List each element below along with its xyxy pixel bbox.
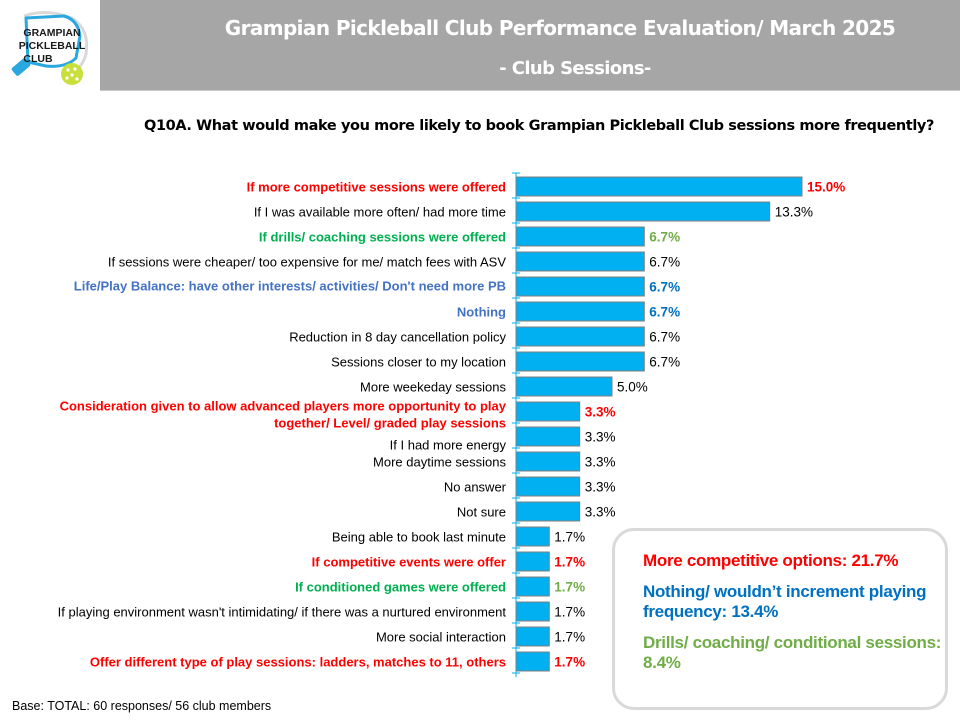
value-label: 15.0% [807, 180, 845, 195]
category-label: Life/Play Balance: have other interests/… [74, 279, 506, 294]
bar [516, 176, 803, 197]
category-label: If more competitive sessions were offere… [247, 180, 506, 195]
value-label: 3.3% [585, 480, 616, 495]
category-label: If playing environment wasn't intimidati… [58, 605, 507, 620]
category-label: If I had more energy [390, 438, 507, 453]
category-label: Sessions closer to my location [331, 355, 506, 370]
category-label: More weekeday sessions [360, 380, 506, 395]
summary-drills: Drills/ coaching/ conditional sessions: … [643, 633, 942, 672]
value-label: 1.7% [554, 630, 585, 645]
bar [516, 251, 645, 272]
value-label: 6.7% [649, 355, 680, 370]
page-title: Grampian Pickleball Club Performance Eva… [224, 16, 896, 40]
value-label: 1.7% [554, 530, 585, 545]
page-subtitle: - Club Sessions- [499, 58, 651, 79]
logo-text-line2: PICKLEBALL [19, 40, 86, 52]
value-label: 1.7% [554, 605, 585, 620]
bar [516, 226, 645, 247]
value-label: 1.7% [554, 580, 585, 595]
value-label: 1.7% [554, 555, 585, 570]
pickleball-paddle-and-ball-icon: GRAMPIAN PICKLEBALL CLUB [11, 11, 89, 85]
value-label: 6.7% [649, 280, 680, 295]
value-label: 6.7% [649, 255, 680, 270]
category-label: Nothing [457, 305, 506, 320]
value-label: 13.3% [775, 205, 813, 220]
category-label: Consideration given to allow advanced pl… [60, 399, 507, 414]
bar [516, 501, 581, 522]
bar [516, 376, 613, 397]
bar [516, 451, 581, 472]
summary-box: More competitive options: 21.7% Nothing/… [612, 528, 948, 710]
category-label: If competitive events were offer [312, 555, 506, 570]
bar [516, 426, 581, 447]
category-label: Reduction in 8 day cancellation policy [289, 330, 506, 345]
bar [516, 601, 550, 622]
bar [516, 276, 645, 297]
value-label: 3.3% [585, 405, 616, 420]
bar [516, 626, 550, 647]
bar [516, 526, 550, 547]
bar [516, 326, 645, 347]
value-label: 3.3% [585, 455, 616, 470]
category-label: If conditioned games were offered [295, 580, 506, 595]
value-label: 6.7% [649, 330, 680, 345]
bar [516, 576, 550, 597]
category-label: together/ Level/ graded play sessions [274, 416, 506, 431]
bar [516, 651, 550, 672]
base-note: Base: TOTAL: 60 responses/ 56 club membe… [12, 699, 272, 713]
value-label: 5.0% [617, 380, 648, 395]
bar [516, 401, 581, 422]
category-label: If sessions were cheaper/ too expensive … [108, 255, 506, 270]
bar [516, 301, 645, 322]
logo-text-line3: CLUB [23, 53, 53, 65]
category-label: No answer [444, 480, 507, 495]
value-label: 6.7% [649, 230, 680, 245]
category-label: If drills/ coaching sessions were offere… [259, 230, 506, 245]
summary-competitive: More competitive options: 21.7% [643, 551, 899, 570]
value-label: 3.3% [585, 505, 616, 520]
category-label: More daytime sessions [373, 455, 506, 470]
category-label: More social interaction [376, 630, 506, 645]
club-logo: GRAMPIAN PICKLEBALL CLUB [6, 6, 96, 92]
bar [516, 551, 550, 572]
bar [516, 351, 645, 372]
category-label: Being able to book last minute [332, 530, 506, 545]
category-label: If I was available more often/ had more … [254, 205, 506, 220]
category-label: Offer different type of play sessions: l… [90, 655, 506, 670]
chart-title: Q10A. What would make you more likely to… [144, 118, 934, 134]
category-label: Not sure [457, 505, 506, 520]
value-label: 3.3% [585, 430, 616, 445]
value-label: 6.7% [649, 305, 680, 320]
summary-nothing: Nothing/ wouldn’t increment playing freq… [643, 582, 927, 621]
value-label: 1.7% [554, 655, 585, 670]
logo-text-line1: GRAMPIAN [23, 27, 80, 39]
bar-chart: 15.0% If more competitive sessions were o… [58, 172, 845, 677]
bar [516, 476, 581, 497]
header-banner: Grampian Pickleball Club Performance Eva… [100, 0, 960, 91]
bar [516, 201, 771, 222]
